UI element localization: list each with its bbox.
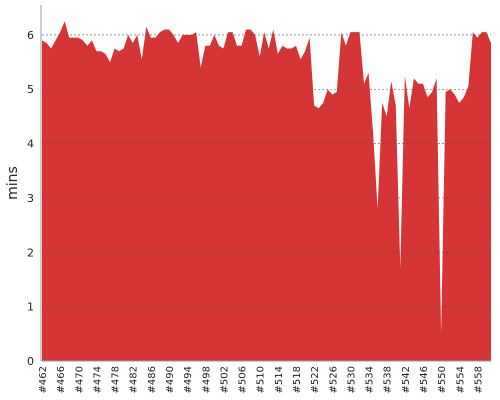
x-tick-label: #482 <box>129 366 140 393</box>
x-tick-label: #522 <box>310 366 321 393</box>
x-tick-label: #498 <box>201 366 212 393</box>
x-tick-label: #466 <box>56 366 67 393</box>
x-tick-label: #478 <box>111 366 122 393</box>
x-tick-label: #530 <box>346 366 357 393</box>
y-tick-label: 3 <box>27 192 34 205</box>
x-tick-label: #538 <box>383 366 394 393</box>
x-tick-label: #486 <box>147 366 158 393</box>
x-tick-label: #510 <box>256 366 267 393</box>
x-tick-label: #550 <box>437 366 448 393</box>
y-axis-label: mins <box>5 166 21 200</box>
x-tick-label: #470 <box>74 366 85 393</box>
x-tick-label: #462 <box>38 366 49 393</box>
x-tick-label: #490 <box>165 366 176 393</box>
y-tick-label: 4 <box>27 138 34 151</box>
area <box>42 21 491 361</box>
x-tick-label: #554 <box>455 366 466 393</box>
y-tick-label: 6 <box>27 29 34 42</box>
x-tick-label: #514 <box>274 366 285 393</box>
x-tick-label: #502 <box>219 366 230 393</box>
y-tick-label: 1 <box>27 301 34 314</box>
x-tick-label: #542 <box>401 366 412 393</box>
y-tick-label: 5 <box>27 83 34 96</box>
x-tick-label: #546 <box>419 366 430 393</box>
x-tick-label: #518 <box>292 366 303 393</box>
x-tick-label: #534 <box>365 366 376 393</box>
x-tick-label: #474 <box>92 366 103 393</box>
x-tick-label: #526 <box>328 366 339 393</box>
x-tick-label: #494 <box>183 366 194 393</box>
y-tick-label: 2 <box>27 246 34 259</box>
y-tick-label: 0 <box>27 355 34 368</box>
x-tick-label: #558 <box>473 366 484 393</box>
x-tick-label: #506 <box>238 366 249 393</box>
